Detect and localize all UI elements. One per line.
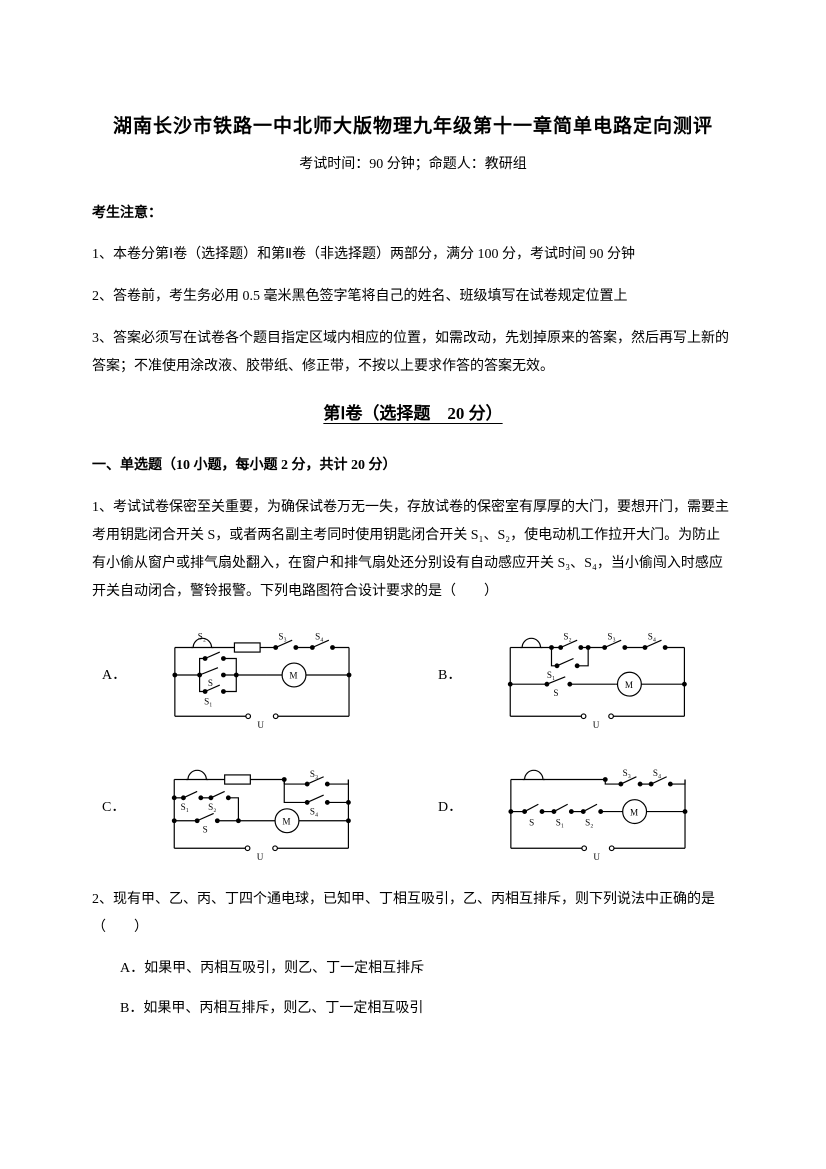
circuit-diagram-c: S₁ S₂ S₃ S₄ S U M (135, 752, 388, 862)
svg-text:S₁: S₁ (181, 802, 189, 812)
svg-text:U: U (593, 853, 600, 863)
svg-text:S₃: S₃ (279, 632, 287, 642)
notice-item-1: 1、本卷分第Ⅰ卷（选择题）和第Ⅱ卷（非选择题）两部分，满分 100 分，考试时间… (92, 241, 734, 269)
circuit-diagram-d: S₃ S₄ S S₁ S₂ U M (472, 752, 724, 862)
svg-text:S₂: S₂ (209, 802, 217, 812)
option-c-label: C． (102, 795, 125, 820)
circuit-diagram-b: S₁ S₂ S₃ S₄ S U M (471, 620, 724, 730)
svg-text:S₁: S₁ (204, 697, 212, 707)
notice-item-2: 2、答卷前，考生务必用 0.5 毫米黑色签字笔将自己的姓名、班级填写在试卷规定位… (92, 283, 734, 311)
option-b-label: B． (438, 663, 461, 688)
svg-text:S₄: S₄ (653, 768, 661, 778)
svg-text:S₂: S₂ (198, 632, 206, 642)
svg-text:M: M (630, 808, 638, 818)
exam-subtitle: 考试时间：90 分钟；命题人：教研组 (92, 152, 734, 177)
question-1-options: A． (92, 620, 734, 862)
exam-title: 湖南长沙市铁路一中北师大版物理九年级第十一章简单电路定向测评 (92, 110, 734, 144)
svg-text:S: S (529, 818, 534, 828)
option-d-label: D． (438, 795, 462, 820)
svg-text:S: S (554, 688, 559, 698)
option-c: C． (102, 752, 388, 862)
svg-text:S₄: S₄ (310, 807, 318, 817)
svg-text:S₃: S₃ (623, 768, 631, 778)
svg-text:S₁: S₁ (556, 818, 564, 828)
svg-text:S₂: S₂ (585, 818, 593, 828)
svg-text:S₄: S₄ (315, 632, 323, 642)
svg-text:U: U (593, 721, 600, 731)
svg-text:S₂: S₂ (564, 632, 572, 642)
section-1-header: 第Ⅰ卷（选择题 20 分） (92, 399, 734, 430)
svg-text:S₄: S₄ (648, 632, 656, 642)
svg-text:S: S (208, 678, 213, 688)
svg-text:M: M (290, 671, 298, 681)
svg-text:S₃: S₃ (608, 632, 616, 642)
option-b: B． (438, 620, 724, 730)
svg-text:U: U (257, 853, 264, 863)
svg-text:U: U (257, 721, 264, 731)
question-type-heading: 一、单选题（10 小题，每小题 2 分，共计 20 分） (92, 453, 734, 478)
svg-text:M: M (625, 680, 633, 690)
notice-heading: 考生注意： (92, 201, 734, 226)
option-a: A． (102, 620, 388, 730)
option-a-label: A． (102, 663, 126, 688)
question-2-text: 2、现有甲、乙、丙、丁四个通电球，已知甲、丁相互吸引，乙、丙相互排斥，则下列说法… (92, 886, 734, 942)
option-d: D． (438, 752, 724, 862)
svg-text:M: M (283, 817, 291, 827)
question-2-option-b: B．如果甲、丙相互排斥，则乙、丁一定相互吸引 (92, 996, 734, 1021)
svg-text:S₃: S₃ (310, 769, 318, 779)
question-2-option-a: A．如果甲、丙相互吸引，则乙、丁一定相互排斥 (92, 956, 734, 981)
svg-text:S: S (203, 825, 208, 835)
svg-text:S₁: S₁ (547, 670, 555, 680)
question-1-text: 1、考试试卷保密至关重要，为确保试卷万无一失，存放试卷的保密室有厚厚的大门，要想… (92, 494, 734, 606)
notice-item-3: 3、答案必须写在试卷各个题目指定区域内相应的位置，如需改动，先划掉原来的答案，然… (92, 325, 734, 381)
circuit-diagram-a: S₂ S₃ S₄ S S₁ U M (136, 620, 388, 730)
